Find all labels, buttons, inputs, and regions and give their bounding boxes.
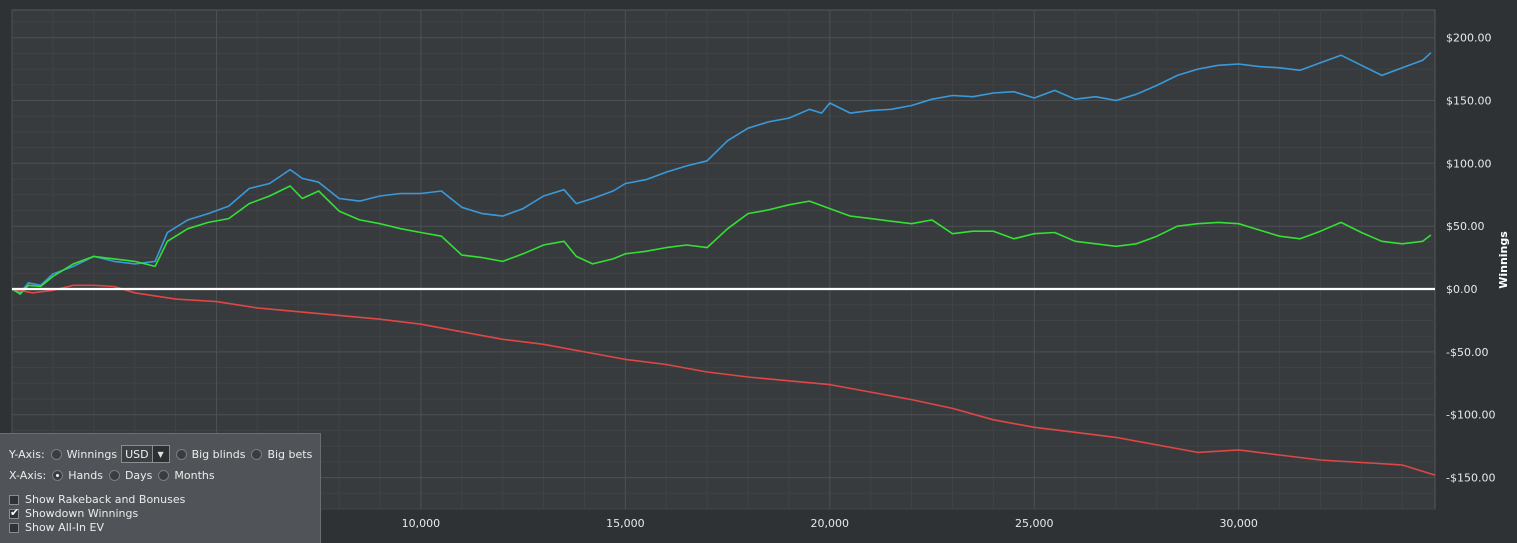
x-tick-label: 20,000 [811,517,850,530]
showdown-label: Showdown Winnings [25,507,139,520]
allin-checkbox[interactable] [9,522,19,533]
days-label: Days [124,469,153,482]
currency-select[interactable]: USD ▼ [121,445,170,463]
graph-options-panel: Y-Axis: Winnings USD ▼ Big blinds Big be… [0,433,321,543]
y-tick-label: $150.00 [1446,95,1492,108]
y-axis-row: Y-Axis: Winnings USD ▼ Big blinds Big be… [9,445,312,463]
rakeback-checkbox[interactable] [9,494,19,505]
days-radio[interactable] [108,470,120,481]
x-tick-label: 15,000 [606,517,645,530]
y-tick-label: -$150.00 [1446,472,1495,485]
winnings-label: Winnings [66,447,118,461]
y-tick-label: $50.00 [1446,220,1485,233]
big-bets-radio[interactable] [251,448,263,460]
big-bets-label: Big bets [267,447,313,461]
allin-label: Show All-In EV [25,521,104,534]
showdown-row[interactable]: ✔ Showdown Winnings [9,507,138,520]
months-radio[interactable] [158,470,170,481]
series-line-2 [11,185,1432,295]
y-tick-label: $0.00 [1446,283,1478,296]
big-blinds-label: Big blinds [191,447,246,461]
y-axis-label: Y-Axis: [9,447,45,461]
x-axis-row: X-Axis: Hands Days Months [9,469,215,482]
rakeback-row[interactable]: Show Rakeback and Bonuses [9,493,185,506]
y-tick-label: -$50.00 [1446,346,1488,359]
y-axis-title: Winnings [1497,231,1510,289]
x-axis-label: X-Axis: [9,469,47,482]
big-blinds-radio[interactable] [175,448,187,460]
x-tick-label: 25,000 [1015,517,1054,530]
allin-row[interactable]: Show All-In EV [9,521,104,534]
x-tick-label: 30,000 [1219,517,1258,530]
rakeback-label: Show Rakeback and Bonuses [25,493,186,506]
y-tick-label: -$100.00 [1446,409,1495,422]
hands-radio[interactable] [52,470,64,481]
showdown-checkbox[interactable]: ✔ [9,505,20,519]
x-tick-label: 10,000 [402,517,441,530]
hands-label: Hands [68,469,103,482]
winnings-radio[interactable] [50,448,62,460]
checkmark-icon: ✔ [10,505,20,519]
currency-value: USD [125,447,149,461]
series-line-1 [11,52,1432,294]
months-label: Months [174,469,215,482]
chevron-down-icon[interactable]: ▼ [151,446,169,462]
y-tick-label: $200.00 [1446,32,1492,45]
series-line-3 [11,284,1436,476]
y-tick-label: $100.00 [1446,157,1492,170]
